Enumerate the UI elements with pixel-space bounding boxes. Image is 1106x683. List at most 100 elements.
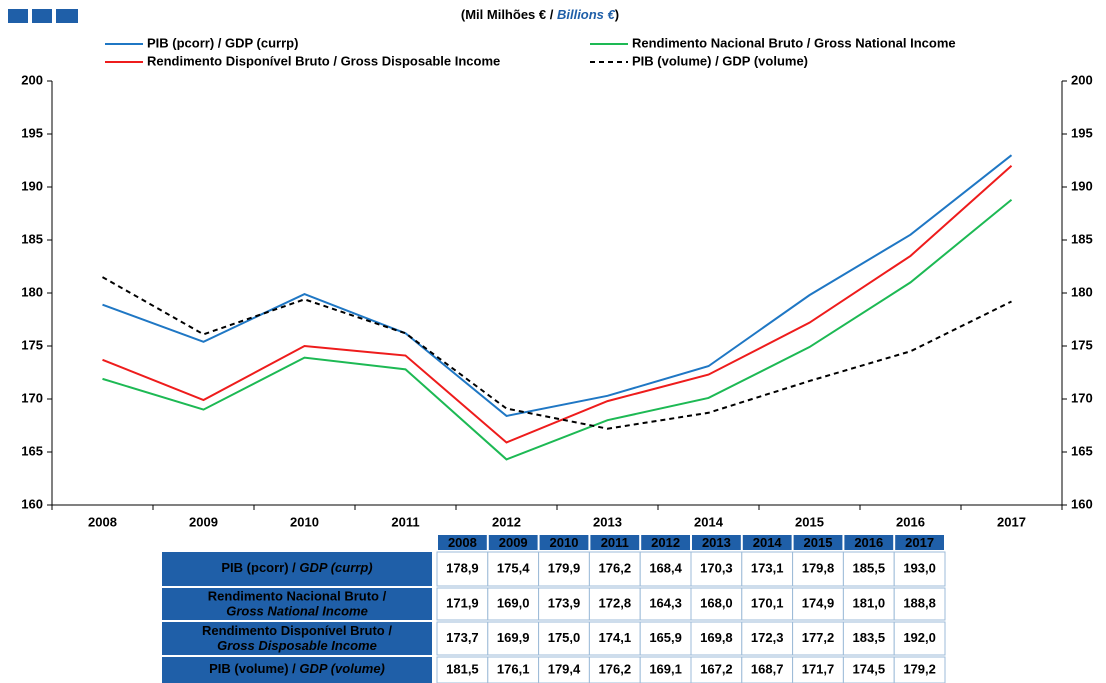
table-value: 173,9 bbox=[548, 595, 581, 610]
table-header-cell bbox=[793, 535, 843, 550]
table-value: 185,5 bbox=[853, 560, 886, 575]
table-value: 167,2 bbox=[700, 661, 733, 676]
table-cell bbox=[639, 587, 692, 621]
table-header-label: 2013 bbox=[702, 535, 731, 550]
y-tick-label: 170 bbox=[21, 390, 43, 405]
row-label-en: GDP (currp) bbox=[299, 560, 372, 575]
y-tick-label: 175 bbox=[21, 337, 43, 352]
x-tick-label: 2012 bbox=[492, 514, 521, 529]
table-header-cell bbox=[895, 535, 944, 550]
table-cell bbox=[842, 621, 895, 656]
row-label-pt: Rendimento Nacional Bruto / bbox=[208, 588, 387, 603]
y-tick-label: 165 bbox=[21, 443, 43, 458]
table-row-header bbox=[162, 657, 432, 683]
table-value: 165,9 bbox=[649, 630, 682, 645]
table-cell bbox=[842, 656, 895, 683]
table-header-cell bbox=[590, 535, 640, 550]
y-tick-label: 180 bbox=[21, 284, 43, 299]
row-label-pt: PIB (pcorr) / bbox=[221, 560, 299, 575]
y2-tick-label: 160 bbox=[1071, 496, 1093, 511]
y2-tick-label: 195 bbox=[1071, 125, 1093, 140]
table-cell bbox=[842, 587, 895, 621]
table-cell bbox=[792, 621, 844, 656]
table-cell bbox=[639, 551, 692, 587]
table-cell bbox=[538, 551, 590, 587]
table-cell bbox=[588, 551, 641, 587]
table-value: 177,2 bbox=[802, 630, 835, 645]
x-tick-label: 2016 bbox=[896, 514, 925, 529]
table-cell bbox=[741, 621, 794, 656]
table-header-label: 2009 bbox=[499, 535, 528, 550]
table-cell bbox=[842, 551, 895, 587]
x-tick-label: 2008 bbox=[88, 514, 117, 529]
table-cell bbox=[487, 621, 540, 656]
table-header-label: 2016 bbox=[854, 535, 883, 550]
table-value: 168,0 bbox=[700, 595, 733, 610]
table-value: 176,2 bbox=[599, 661, 632, 676]
table-cell bbox=[487, 587, 540, 621]
table-header-label: 2012 bbox=[651, 535, 680, 550]
table-value: 175,0 bbox=[548, 630, 581, 645]
table-header-label: 2008 bbox=[448, 535, 477, 550]
table-cell bbox=[741, 587, 794, 621]
series-line bbox=[102, 276, 1012, 430]
table-value: 179,8 bbox=[802, 560, 835, 575]
table-header-cell bbox=[641, 535, 690, 550]
table-value: 178,9 bbox=[446, 560, 479, 575]
row-label-en: GDP (volume) bbox=[299, 661, 384, 676]
row-label-pt: Rendimento Disponível Bruto / bbox=[202, 623, 392, 638]
table-row-header bbox=[162, 552, 432, 586]
table-cell bbox=[538, 621, 590, 656]
legend-label: PIB (volume) / GDP (volume) bbox=[632, 53, 808, 68]
y-tick-label: 195 bbox=[21, 125, 43, 140]
table-cell bbox=[690, 587, 743, 621]
table-cell bbox=[639, 621, 692, 656]
table-header-label: 2011 bbox=[601, 535, 629, 550]
table-value: 179,4 bbox=[548, 661, 581, 676]
table-row-label: PIB (volume) / GDP (volume) bbox=[209, 661, 385, 676]
table-cell bbox=[436, 587, 489, 621]
table-cell bbox=[538, 656, 590, 683]
logo-block bbox=[8, 9, 28, 23]
x-tick-label: 2011 bbox=[391, 514, 419, 529]
x-tick-label: 2017 bbox=[997, 514, 1026, 529]
table-header-cell bbox=[488, 535, 538, 550]
y2-tick-label: 180 bbox=[1071, 284, 1093, 299]
table-value: 183,5 bbox=[853, 630, 886, 645]
table-cell bbox=[436, 551, 489, 587]
table-cell bbox=[893, 656, 946, 683]
table-value: 169,9 bbox=[497, 630, 530, 645]
table-value: 171,7 bbox=[802, 661, 835, 676]
table-cell bbox=[792, 656, 844, 683]
table-header-label: 2014 bbox=[753, 535, 783, 550]
table-value: 172,8 bbox=[599, 595, 632, 610]
table-value: 181,0 bbox=[853, 595, 886, 610]
series-line bbox=[102, 198, 1013, 461]
chart-title: (Mil Milhões € / Billions €) bbox=[461, 7, 619, 22]
table-cell bbox=[741, 551, 794, 587]
y2-tick-label: 200 bbox=[1071, 72, 1093, 87]
table-value: 170,3 bbox=[700, 560, 733, 575]
table-value: 164,3 bbox=[649, 595, 682, 610]
table-cell bbox=[588, 621, 641, 656]
table-row-header bbox=[162, 622, 432, 655]
table-value: 169,8 bbox=[700, 630, 733, 645]
table-value: 168,4 bbox=[649, 560, 682, 575]
table-cell bbox=[588, 656, 641, 683]
table-value: 172,3 bbox=[751, 630, 784, 645]
y-tick-label: 185 bbox=[21, 231, 43, 246]
table-value: 168,7 bbox=[751, 661, 784, 676]
table-value: 179,9 bbox=[548, 560, 581, 575]
table-value: 169,0 bbox=[497, 595, 530, 610]
table-cell bbox=[690, 621, 743, 656]
table-value: 174,1 bbox=[599, 630, 632, 645]
x-tick-label: 2013 bbox=[593, 514, 622, 529]
table-row-label: PIB (pcorr) / GDP (currp) bbox=[221, 560, 372, 575]
y2-tick-label: 165 bbox=[1071, 443, 1093, 458]
table-value: 171,9 bbox=[446, 595, 479, 610]
x-tick-label: 2009 bbox=[189, 514, 218, 529]
table-header-cell bbox=[539, 535, 589, 550]
table-value: 173,1 bbox=[751, 560, 784, 575]
legend-label: PIB (pcorr) / GDP (currp) bbox=[147, 35, 298, 50]
